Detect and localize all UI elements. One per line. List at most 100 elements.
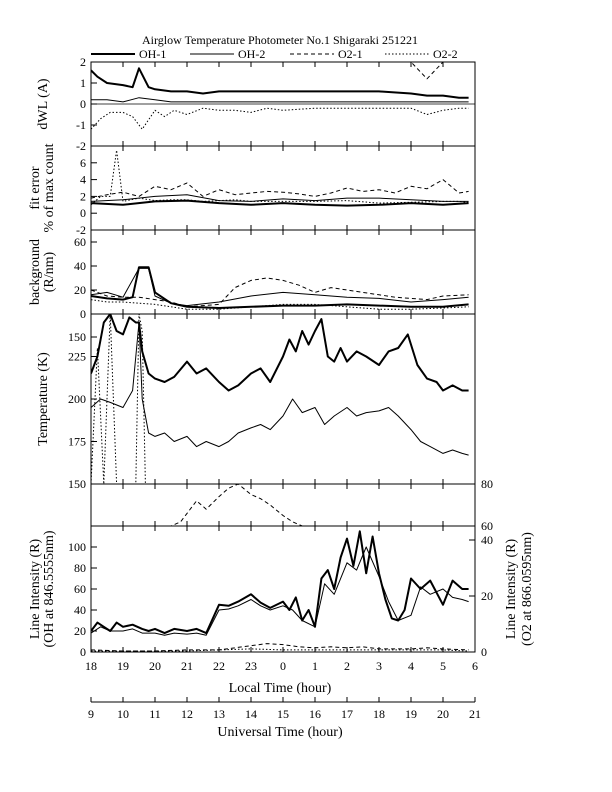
y-tick-label: -2 (76, 223, 86, 237)
local-time-tick-label: 4 (408, 659, 414, 673)
y-axis-title-secondary: (R/nm) (42, 251, 57, 292)
y-tick-label: 0 (80, 97, 86, 111)
panel-background: 0 20 40 60 background (R/nm) (28, 229, 476, 321)
legend: OH-1 OH-2 O2-1 O2-2 (91, 47, 458, 61)
y-tick-label: 225 (68, 350, 86, 364)
y-tick-label: 40 (74, 259, 86, 273)
y-tick-label: 20 (74, 624, 86, 638)
local-time-tick-label: 2 (344, 659, 350, 673)
figure-title: Airglow Temperature Photometer No.1 Shig… (142, 33, 418, 47)
universal-time-label: Universal Time (hour) (217, 725, 343, 740)
series-oh-1 (91, 266, 469, 309)
panel-fit_error: -2 0 2 4 6 fit error% of max count (28, 143, 476, 237)
legend-label-oh-1: OH-1 (139, 47, 166, 61)
y-tick-label: 80 (74, 561, 86, 575)
panel-temperature: 150 175 200 225 Temperature (K) (36, 313, 476, 491)
series-o2-2 (91, 149, 469, 206)
y-tick-label: 100 (68, 540, 86, 554)
y-tick-label: 1 (80, 76, 86, 90)
series-oh-2 (91, 267, 469, 307)
y-tick-label: 60 (74, 582, 86, 596)
series-o2-1 (91, 179, 469, 199)
series-oh-2 (91, 322, 469, 456)
local-time-tick-label: 19 (117, 659, 129, 673)
y-tick-label-right: 40 (481, 533, 493, 547)
local-time-tick-label: 20 (149, 659, 161, 673)
y-axis-title-right-secondary: (O2 at 866.0595nm) (520, 532, 535, 646)
series-oh-1 (91, 530, 469, 635)
local-time-tick-label: 5 (440, 659, 446, 673)
series-oh-2 (91, 194, 469, 202)
y-tick-label-right: 80 (481, 477, 493, 491)
local-time-label: Local Time (hour) (229, 681, 332, 696)
y-tick-label: -1 (76, 118, 86, 132)
local-time-tick-label: 18 (85, 659, 97, 673)
panel-frame (90, 313, 476, 485)
series-o2-1 (91, 62, 469, 80)
panel-temperature_o2: 150 60 80 (68, 330, 493, 533)
series-o2-1 (91, 484, 469, 526)
series-o2-2 (91, 107, 469, 130)
ut-tick-label: 20 (437, 707, 449, 721)
local-time-tick-label: 23 (245, 659, 257, 673)
series-o2-1 (91, 643, 469, 652)
y-tick-label: 4 (80, 173, 86, 187)
series-o2-2 (91, 299, 469, 310)
legend-label-oh-2: OH-2 (238, 47, 265, 61)
y-axis-title-secondary: (OH at 846.5555nm) (42, 530, 57, 647)
ut-tick-label: 19 (405, 707, 417, 721)
local-time-tick-label: 6 (472, 659, 478, 673)
ut-tick-label: 17 (341, 707, 353, 721)
ut-tick-label: 14 (245, 707, 257, 721)
x-axes: 18 19 20 21 22 23 0 1 2 3 4 5 69 10 11 12 13 14 15 16 17 18 19… (85, 659, 481, 721)
local-time-tick-label: 22 (213, 659, 225, 673)
y-tick-label: 2 (80, 189, 86, 203)
y-axis-title: fit error (28, 166, 43, 209)
series-o2-2 (91, 314, 146, 484)
y-axis-title: Line Intensity (R) (28, 539, 43, 640)
local-time-tick-label: 1 (312, 659, 318, 673)
panel-frame (90, 483, 476, 527)
ut-tick-label: 12 (181, 707, 193, 721)
local-time-tick-label: 0 (280, 659, 286, 673)
series-o2-1 (91, 277, 469, 308)
y-axis-title: Temperature (K) (36, 352, 51, 446)
y-tick-label: 0 (80, 206, 86, 220)
legend-label-o2-1: O2-1 (338, 47, 363, 61)
y-axis-title: background (28, 239, 43, 305)
y-tick-label: 2 (80, 55, 86, 69)
y-axis-title-right: Line Intensity (R) (504, 539, 519, 640)
y-tick-label: 40 (74, 603, 86, 617)
y-tick-label-right: 0 (481, 645, 487, 659)
ut-tick-label: 15 (277, 707, 289, 721)
local-time-tick-label: 3 (376, 659, 382, 673)
y-tick-label: 6 (80, 156, 86, 170)
y-tick-label-right: 60 (481, 519, 493, 533)
ut-tick-label: 10 (117, 707, 129, 721)
y-tick-label: 0 (80, 645, 86, 659)
y-tick-label: 0 (80, 307, 86, 321)
series-oh-2 (91, 97, 469, 103)
y-tick-label: 150 (68, 477, 86, 491)
series-oh-1 (91, 314, 469, 392)
y-tick-label-right: 20 (481, 589, 493, 603)
ut-tick-label: 13 (213, 707, 225, 721)
panel-dwl: -2 -1 0 1 2 dWL (A) (36, 55, 476, 153)
series-oh-2 (91, 546, 469, 636)
ut-tick-label: 16 (309, 707, 321, 721)
panels: -2 -1 0 1 2 dWL (A) -2 0 2 4 6 fit error% of max co… (28, 55, 535, 659)
series-oh-1 (91, 199, 469, 207)
local-time-tick-label: 21 (181, 659, 193, 673)
legend-label-o2-2: O2-2 (433, 47, 458, 61)
series-o2-2 (91, 648, 469, 652)
panel-frame (90, 145, 476, 231)
ut-tick-label: 21 (469, 707, 481, 721)
ut-tick-label: 11 (149, 707, 161, 721)
y-tick-label: -2 (76, 139, 86, 153)
ut-tick-label: 9 (88, 707, 94, 721)
ut-tick-label: 18 (373, 707, 385, 721)
y-tick-label: 60 (74, 235, 86, 249)
y-axis-title-secondary: % of max count (42, 143, 57, 232)
